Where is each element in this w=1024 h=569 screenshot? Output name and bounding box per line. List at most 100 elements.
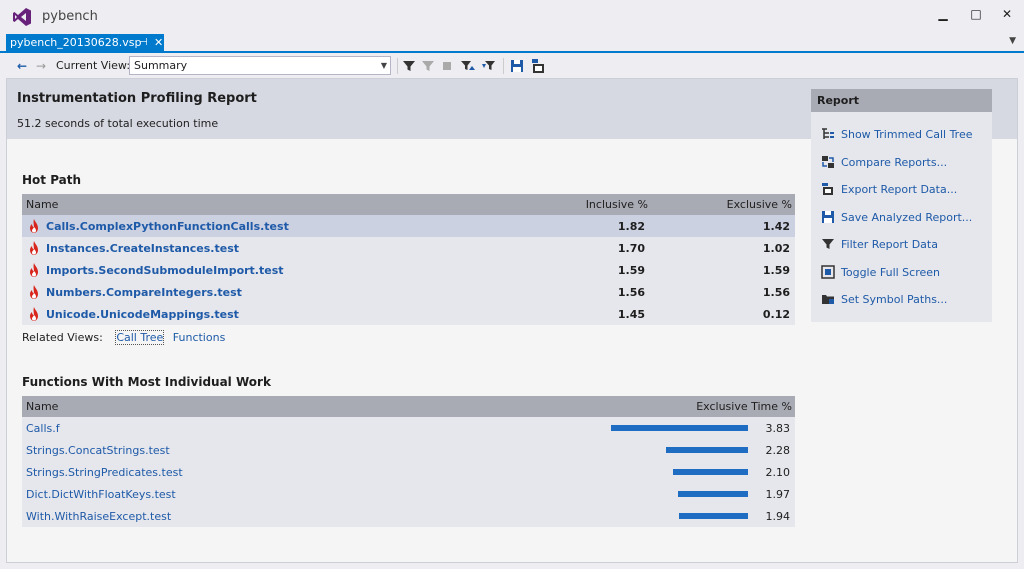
function-link[interactable]: Strings.StringPredicates.test xyxy=(26,466,183,479)
report-action-compare-reports[interactable]: Compare Reports... xyxy=(821,154,991,172)
exclusive-time-value: 2.10 xyxy=(765,466,791,479)
call-tree-link[interactable]: Call Tree xyxy=(115,330,165,345)
hot-path-flame-icon xyxy=(30,307,38,321)
column-name-header[interactable]: Name xyxy=(26,400,59,413)
filter-add-icon[interactable] xyxy=(460,58,476,74)
filter-options-icon[interactable] xyxy=(481,58,497,74)
tab-dropdown-icon[interactable]: ▼ xyxy=(1009,36,1016,46)
exclusive-time-bar xyxy=(666,447,748,453)
table-row[interactable]: Dict.DictWithFloatKeys.test 1.97 xyxy=(22,483,795,505)
tab-pybench-vsp[interactable]: pybench_20130628.vsp ⊣ ✕ xyxy=(6,34,164,53)
report-action-save[interactable]: Save Analyzed Report... xyxy=(821,209,991,227)
minimize-button[interactable]: ▁ xyxy=(938,7,948,21)
functions-link[interactable]: Functions xyxy=(172,331,226,344)
function-link[interactable]: Numbers.CompareIntegers.test xyxy=(46,286,242,299)
inclusive-value: 1.59 xyxy=(617,264,645,277)
report-action-label[interactable]: Export Report Data... xyxy=(841,183,958,196)
compare-reports-icon xyxy=(822,155,834,168)
full-screen-icon xyxy=(821,264,835,279)
column-name-header[interactable]: Name xyxy=(26,198,59,211)
report-action-symbol-paths[interactable]: Set Symbol Paths... xyxy=(821,291,991,309)
exclusive-value: 1.02 xyxy=(762,242,790,255)
report-action-label[interactable]: Compare Reports... xyxy=(841,155,948,169)
hot-path-flame-icon xyxy=(30,263,38,277)
report-action-label[interactable]: Save Analyzed Report... xyxy=(841,210,973,224)
report-action-label[interactable]: Set Symbol Paths... xyxy=(841,293,948,306)
exclusive-value: 1.42 xyxy=(762,220,790,233)
exclusive-time-bar xyxy=(611,425,748,431)
report-actions-panel: Report Show Trimmed Call Tree Compare Rep… xyxy=(811,89,992,322)
function-link[interactable]: Strings.ConcatStrings.test xyxy=(26,444,170,457)
filter-icon xyxy=(822,239,834,249)
exclusive-time-value: 1.94 xyxy=(765,510,791,523)
report-subtitle: 51.2 seconds of total execution time xyxy=(17,117,219,130)
table-row[interactable]: Calls.ComplexPythonFunctionCalls.test 1.8… xyxy=(22,215,795,237)
maximize-button[interactable]: □ xyxy=(970,7,982,21)
export-icon xyxy=(822,183,833,195)
report-action-label[interactable]: Filter Report Data xyxy=(841,238,938,251)
toolbar: ← → Current View: Summary ▼ xyxy=(6,55,1018,78)
column-exclusive-time-header[interactable]: Exclusive Time % xyxy=(696,400,792,413)
report-action-filter[interactable]: Filter Report Data xyxy=(821,236,991,254)
save-icon[interactable] xyxy=(509,58,525,74)
function-link[interactable]: With.WithRaiseExcept.test xyxy=(26,510,172,523)
document-tab-strip: pybench_20130628.vsp ⊣ ✕ ▼ xyxy=(0,34,1024,53)
related-views-label: Related Views: xyxy=(22,331,103,344)
exclusive-time-value: 2.28 xyxy=(765,444,791,457)
exclusive-time-bar xyxy=(679,513,748,519)
current-view-select[interactable]: Summary ▼ xyxy=(129,56,391,75)
inclusive-value: 1.70 xyxy=(617,242,645,255)
export-icon[interactable] xyxy=(530,58,546,74)
current-view-value: Summary xyxy=(134,59,188,72)
functions-table: Name Exclusive Time % Calls.f 3.83 Strings… xyxy=(22,396,795,527)
exclusive-value: 0.12 xyxy=(762,308,790,321)
functions-header: Name Exclusive Time % xyxy=(22,396,795,417)
report-action-label[interactable]: Toggle Full Screen xyxy=(841,265,940,279)
hot-path-table: Name Inclusive % Exclusive % Calls.Compl… xyxy=(22,194,795,325)
column-exclusive-header[interactable]: Exclusive % xyxy=(726,198,792,211)
function-link[interactable]: Unicode.UnicodeMappings.test xyxy=(46,308,239,321)
hot-path-flame-icon xyxy=(30,241,38,255)
report-action-trimmed-call-tree[interactable]: Show Trimmed Call Tree xyxy=(821,126,991,144)
function-link[interactable]: Dict.DictWithFloatKeys.test xyxy=(26,488,176,501)
inclusive-value: 1.82 xyxy=(617,220,645,233)
function-link[interactable]: Instances.CreateInstances.test xyxy=(46,242,240,255)
app-title: pybench xyxy=(42,9,98,24)
table-row[interactable]: Imports.SecondSubmoduleImport.test 1.59 1.… xyxy=(22,259,795,281)
forward-arrow-icon[interactable]: → xyxy=(35,59,47,73)
exclusive-value: 1.59 xyxy=(762,264,790,277)
trimmed-call-tree-icon xyxy=(822,128,834,139)
function-link[interactable]: Calls.ComplexPythonFunctionCalls.test xyxy=(46,220,289,233)
table-row[interactable]: Numbers.CompareIntegers.test 1.56 1.56 xyxy=(22,281,795,303)
report-action-export[interactable]: Export Report Data... xyxy=(821,181,991,199)
function-link[interactable]: Imports.SecondSubmoduleImport.test xyxy=(46,264,284,277)
function-link[interactable]: Calls.f xyxy=(26,422,60,435)
tab-label: pybench_20130628.vsp xyxy=(10,36,142,49)
close-button[interactable]: ✕ xyxy=(1001,7,1013,21)
hot-path-flame-icon xyxy=(30,219,38,233)
table-row[interactable]: Strings.ConcatStrings.test 2.28 xyxy=(22,439,795,461)
toolbar-separator xyxy=(503,58,504,74)
inclusive-value: 1.45 xyxy=(617,308,645,321)
current-view-label: Current View: xyxy=(56,59,131,72)
inclusive-value: 1.56 xyxy=(617,286,645,299)
table-row[interactable]: Unicode.UnicodeMappings.test 1.45 0.12 xyxy=(22,303,795,325)
exclusive-time-bar xyxy=(673,469,748,475)
table-row[interactable]: Strings.StringPredicates.test 2.10 xyxy=(22,461,795,483)
report-action-full-screen[interactable]: Toggle Full Screen xyxy=(821,264,991,282)
hot-path-header: Name Inclusive % Exclusive % xyxy=(22,194,795,215)
exclusive-time-bar xyxy=(678,491,748,497)
stop-icon[interactable] xyxy=(439,58,455,74)
pin-icon[interactable]: ⊣ xyxy=(139,37,148,48)
table-row[interactable]: Instances.CreateInstances.test 1.70 1.02 xyxy=(22,237,795,259)
clear-filter-icon[interactable] xyxy=(420,58,436,74)
report-action-label[interactable]: Show Trimmed Call Tree xyxy=(841,128,973,141)
exclusive-time-value: 1.97 xyxy=(765,488,791,501)
table-row[interactable]: Calls.f 3.83 xyxy=(22,417,795,439)
column-inclusive-header[interactable]: Inclusive % xyxy=(585,198,648,211)
table-row[interactable]: With.WithRaiseExcept.test 1.94 xyxy=(22,505,795,527)
tab-close-icon[interactable]: ✕ xyxy=(154,36,164,49)
filter-icon[interactable] xyxy=(401,58,417,74)
back-arrow-icon[interactable]: ← xyxy=(16,59,28,73)
chevron-down-icon: ▼ xyxy=(380,61,387,70)
